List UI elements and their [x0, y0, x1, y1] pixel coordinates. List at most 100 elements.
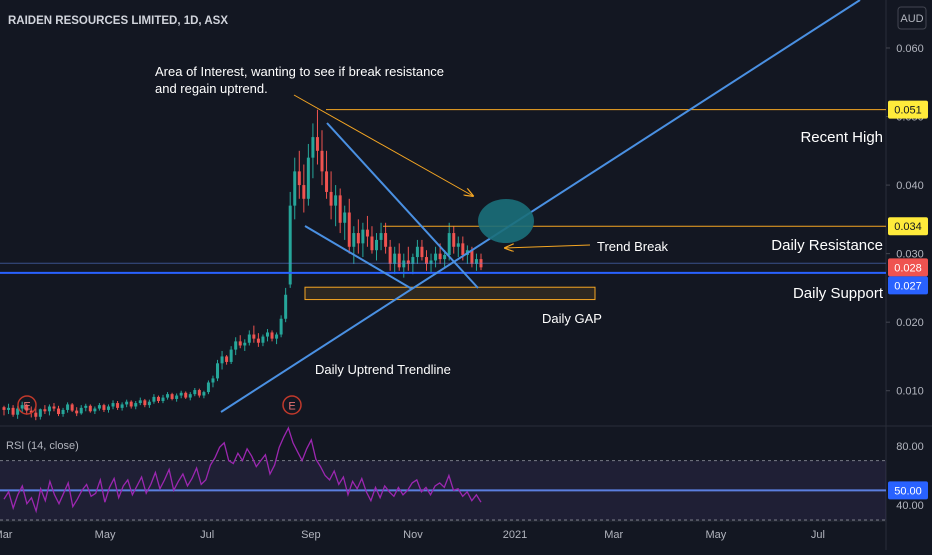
candle-body [102, 405, 106, 410]
candle-body [211, 378, 215, 383]
candle-body [225, 356, 229, 362]
candle-body [143, 400, 147, 406]
candle-body [325, 171, 329, 192]
rsi-current-tag-bg [888, 481, 928, 500]
candle-body [88, 405, 92, 412]
candle-body [111, 403, 115, 407]
candle-body [25, 405, 29, 411]
candle-body [179, 392, 183, 396]
earnings-marker-2[interactable]: E [282, 395, 302, 415]
candle-body [279, 318, 283, 335]
currency-label: AUD [900, 13, 923, 25]
candle-body [79, 407, 83, 414]
earnings-marker-1-label: E [23, 401, 30, 413]
candle-body [456, 243, 460, 247]
candle-body [43, 409, 47, 412]
candle-body [220, 356, 224, 364]
candle-body [302, 185, 306, 199]
candle-body [175, 395, 179, 399]
trend-break-arrow [505, 245, 591, 248]
trend-break-label: Trend Break [597, 239, 669, 254]
candle-body [61, 409, 65, 415]
candle-body [84, 405, 88, 408]
price-tag-bg [888, 258, 928, 277]
candle-body [329, 191, 333, 206]
candle-body [234, 341, 238, 350]
chart-title: RAIDEN RESOURCES LIMITED, 1D, ASX [8, 15, 228, 27]
candle-body [434, 253, 438, 261]
x-tick-label: 2021 [503, 529, 527, 541]
candle-body [406, 260, 410, 264]
candle-body [397, 253, 401, 268]
candle-body [170, 394, 174, 399]
wedge-lower-line [304, 225, 413, 290]
candle-body [447, 233, 451, 255]
candle-body [247, 334, 251, 343]
candle-body [193, 390, 197, 395]
daily-gap-label: Daily GAP [542, 311, 602, 326]
price-tag-0-027: 0.027 [888, 276, 928, 295]
x-tick-label: Jul [811, 529, 825, 541]
candle-body [424, 257, 428, 264]
rsi-tick-label: 80.00 [896, 441, 924, 453]
daily-resistance-label: Daily Resistance [771, 237, 883, 254]
candle-body [379, 233, 383, 240]
rsi-tick-label: 40.00 [896, 500, 924, 512]
candle-body [415, 246, 419, 258]
candle-body [320, 150, 324, 172]
candle-body [306, 157, 310, 199]
candle-body [93, 408, 97, 412]
candle-body [206, 382, 210, 393]
candle-body [375, 239, 379, 251]
candle-body [470, 250, 474, 264]
candle-body [452, 233, 456, 247]
currency-button[interactable]: AUD [897, 6, 927, 30]
candle-body [188, 394, 192, 398]
candle-body [261, 336, 265, 343]
daily-gap-zone [304, 286, 596, 301]
uptrend-label: Daily Uptrend Trendline [315, 362, 451, 377]
candle-body [284, 294, 288, 319]
candle-body [420, 246, 424, 258]
candle-body [393, 253, 397, 264]
candle-body [138, 400, 142, 404]
y-tick-label: 0.030 [896, 249, 924, 261]
candle-body [384, 233, 388, 247]
candle-body [474, 259, 478, 264]
candle-body [202, 392, 206, 396]
candle-body [361, 229, 365, 244]
y-tick-label: 0.010 [896, 386, 924, 398]
area-of-interest-arrow [293, 94, 473, 196]
candle-body [356, 233, 360, 244]
earnings-marker-1[interactable]: E [17, 395, 37, 415]
downtrend-line [326, 122, 479, 289]
candle-body [443, 255, 447, 260]
candle-body [38, 409, 42, 417]
recent-high-label: Recent High [800, 129, 883, 146]
candle-body [256, 338, 260, 343]
candle-body [388, 246, 392, 264]
price-tag-text: 0.027 [894, 280, 922, 292]
candle-body [347, 212, 351, 247]
rsi-current-tag: 50.00 [888, 481, 928, 500]
candle-body [334, 195, 338, 206]
x-tick-label: Mar [0, 529, 13, 541]
x-tick-label: Mar [604, 529, 623, 541]
candle-body [338, 195, 342, 223]
candle-body [216, 363, 220, 379]
candle-body [161, 397, 165, 402]
candle-body [184, 392, 188, 398]
candle-body [152, 396, 156, 402]
rsi-line [3, 426, 482, 514]
candle-body [16, 408, 20, 415]
area-of-interest-circle [478, 199, 534, 243]
candle-body [461, 243, 465, 255]
candle-body [438, 253, 442, 260]
candle-body [75, 410, 79, 414]
price-tag-text: 0.051 [894, 105, 922, 117]
candle-body [129, 401, 133, 407]
candle-body [315, 137, 319, 151]
candle-body [252, 334, 256, 339]
candle-body [52, 406, 56, 409]
